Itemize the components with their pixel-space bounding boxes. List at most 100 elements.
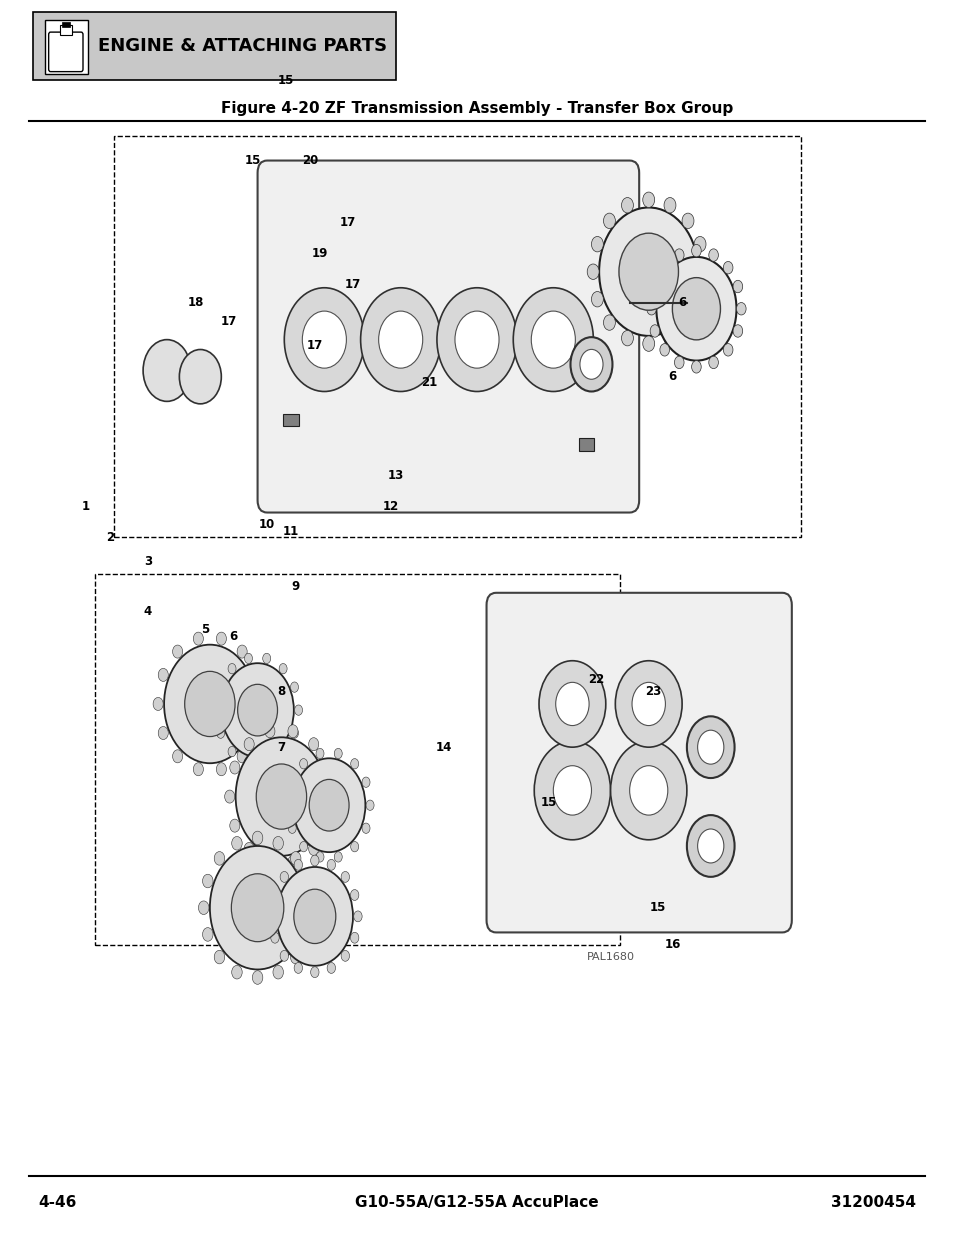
Circle shape <box>587 264 598 279</box>
Text: 2: 2 <box>106 531 113 543</box>
Circle shape <box>351 841 358 852</box>
Circle shape <box>603 315 615 330</box>
Circle shape <box>262 757 271 767</box>
Circle shape <box>620 198 633 212</box>
Text: 17: 17 <box>306 340 323 352</box>
Circle shape <box>302 311 346 368</box>
Circle shape <box>672 278 720 340</box>
Circle shape <box>674 356 683 368</box>
Circle shape <box>618 233 678 310</box>
Circle shape <box>306 902 316 914</box>
Circle shape <box>228 663 235 674</box>
Circle shape <box>237 684 277 736</box>
Circle shape <box>736 303 745 315</box>
Text: 12: 12 <box>382 500 399 513</box>
Text: 6: 6 <box>678 296 685 309</box>
Circle shape <box>555 683 588 726</box>
Circle shape <box>271 932 279 944</box>
Circle shape <box>534 741 610 840</box>
Circle shape <box>650 280 659 293</box>
Circle shape <box>327 860 335 871</box>
Circle shape <box>315 852 324 862</box>
Circle shape <box>366 800 374 810</box>
Text: 16: 16 <box>663 939 680 951</box>
Circle shape <box>708 249 718 262</box>
Circle shape <box>291 682 298 693</box>
Circle shape <box>232 836 242 850</box>
Circle shape <box>591 236 602 252</box>
Text: 21: 21 <box>420 377 437 389</box>
Circle shape <box>686 716 734 778</box>
Text: 9: 9 <box>292 580 299 593</box>
Circle shape <box>143 340 191 401</box>
Circle shape <box>293 758 365 852</box>
Circle shape <box>210 846 305 969</box>
Circle shape <box>244 653 253 663</box>
Text: 8: 8 <box>277 685 285 698</box>
Circle shape <box>334 852 342 862</box>
Bar <box>114 136 801 537</box>
Text: 5: 5 <box>201 624 209 636</box>
Text: 15: 15 <box>649 902 666 914</box>
Circle shape <box>309 737 318 751</box>
Circle shape <box>646 303 656 315</box>
Circle shape <box>224 790 234 803</box>
Circle shape <box>284 288 364 391</box>
Circle shape <box>252 726 261 740</box>
Circle shape <box>244 757 253 767</box>
Text: 6: 6 <box>668 370 676 383</box>
Text: 6: 6 <box>230 630 237 642</box>
Circle shape <box>722 262 732 274</box>
Circle shape <box>288 777 295 788</box>
Circle shape <box>354 911 362 921</box>
Circle shape <box>291 727 298 739</box>
Bar <box>45 20 88 74</box>
Bar <box>283 414 298 426</box>
Bar <box>62 22 70 27</box>
Circle shape <box>294 962 302 973</box>
Circle shape <box>436 288 517 391</box>
Circle shape <box>350 889 358 900</box>
FancyBboxPatch shape <box>49 32 83 72</box>
Circle shape <box>213 705 220 715</box>
Circle shape <box>252 831 263 845</box>
Circle shape <box>603 214 615 228</box>
Circle shape <box>216 727 224 739</box>
Circle shape <box>362 777 370 788</box>
Circle shape <box>179 350 221 404</box>
Circle shape <box>164 645 255 763</box>
Circle shape <box>531 311 575 368</box>
Circle shape <box>378 311 422 368</box>
Circle shape <box>350 932 358 944</box>
Circle shape <box>280 872 288 882</box>
Circle shape <box>202 927 213 941</box>
Circle shape <box>158 726 168 740</box>
Circle shape <box>538 661 605 747</box>
Circle shape <box>615 661 681 747</box>
Text: 13: 13 <box>387 469 404 482</box>
Circle shape <box>663 198 676 212</box>
Text: 17: 17 <box>344 278 361 290</box>
Circle shape <box>351 758 358 769</box>
Circle shape <box>591 291 602 308</box>
Text: 1: 1 <box>82 500 90 513</box>
Text: 15: 15 <box>539 797 557 809</box>
Circle shape <box>288 856 297 868</box>
Circle shape <box>231 874 284 941</box>
Circle shape <box>232 966 242 979</box>
Circle shape <box>698 264 709 279</box>
Circle shape <box>674 249 683 262</box>
Circle shape <box>265 856 274 868</box>
Circle shape <box>650 325 659 337</box>
Circle shape <box>280 951 288 961</box>
Circle shape <box>216 763 226 776</box>
Circle shape <box>252 668 261 682</box>
Text: 15: 15 <box>277 74 294 86</box>
Circle shape <box>659 343 669 356</box>
Circle shape <box>235 737 327 856</box>
Circle shape <box>244 842 253 856</box>
Circle shape <box>656 257 736 361</box>
Circle shape <box>288 823 295 834</box>
Circle shape <box>237 645 247 658</box>
Circle shape <box>230 761 239 774</box>
